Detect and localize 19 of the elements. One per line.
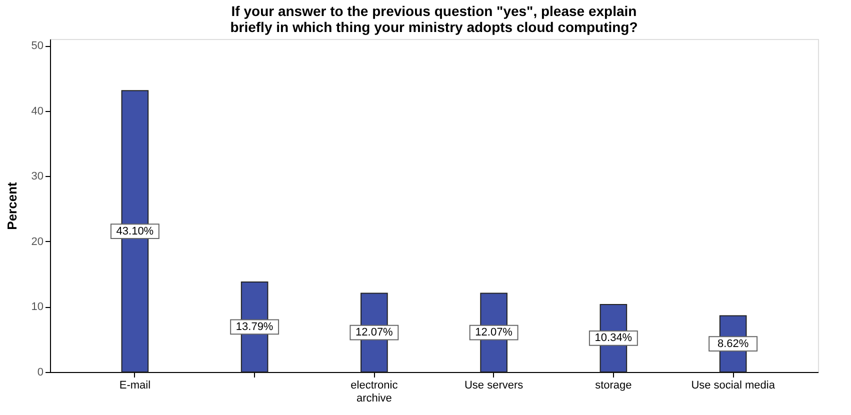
y-tick-label: 0	[37, 366, 44, 378]
x-tick-label: electronic archive	[350, 380, 398, 404]
y-tick-label: 30	[31, 170, 44, 183]
x-tick-label: Use servers	[464, 380, 524, 392]
data-label: 8.62%	[717, 338, 749, 350]
data-label: 12.07%	[475, 326, 513, 339]
chart-title: If your answer to the previous question "yes", please explain briefly in which thing your ministry adopts cloud computing?	[230, 3, 638, 35]
y-tick-label: 10	[31, 301, 44, 314]
x-tick-label: E-mail	[119, 380, 151, 392]
y-axis-title: Percent	[4, 181, 20, 230]
data-label: 12.07%	[356, 326, 394, 339]
y-tick-label: 20	[31, 236, 44, 248]
data-label: 43.10%	[116, 225, 154, 238]
y-tick-label: 40	[31, 105, 44, 118]
y-tick-label: 50	[31, 40, 44, 52]
x-tick-label: storage	[595, 380, 632, 392]
x-tick-label: Use social media	[691, 380, 776, 392]
data-label: 10.34%	[594, 332, 632, 344]
data-label: 13.79%	[236, 320, 274, 333]
